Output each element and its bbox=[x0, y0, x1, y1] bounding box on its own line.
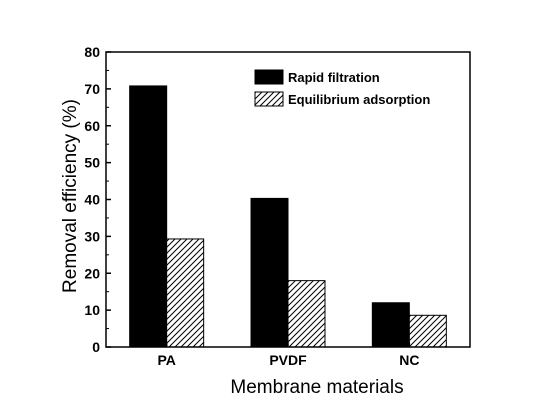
y-tick-label: 60 bbox=[84, 118, 100, 134]
x-tick-label-pvdf: PVDF bbox=[269, 352, 307, 368]
y-tick-label: 0 bbox=[92, 339, 100, 355]
bar-equilibrium-adsorption-nc bbox=[408, 314, 447, 348]
x-axis: PA PVDF NC bbox=[157, 342, 419, 368]
y-tick-label: 40 bbox=[84, 192, 100, 208]
x-tick-label-nc: NC bbox=[399, 352, 419, 368]
y-tick-label: 80 bbox=[84, 44, 100, 60]
legend-swatch-rapid-filtration bbox=[254, 69, 284, 85]
bar-equilibrium-adsorption-pa bbox=[166, 238, 205, 348]
legend-swatch-equilibrium-adsorption bbox=[254, 91, 284, 107]
bar-rapid-filtration-pa bbox=[129, 85, 168, 348]
y-tick-label: 10 bbox=[84, 302, 100, 318]
y-tick-label: 70 bbox=[84, 81, 100, 97]
bar-equilibrium-adsorption-pvdf bbox=[287, 280, 326, 348]
bar-rapid-filtration-nc bbox=[371, 302, 410, 348]
bars-layer bbox=[129, 85, 447, 348]
legend: Rapid filtration Equilibrium adsorption bbox=[254, 69, 430, 107]
y-tick-label: 30 bbox=[84, 228, 100, 244]
x-tick-label-pa: PA bbox=[157, 352, 175, 368]
y-tick-label: 20 bbox=[84, 265, 100, 281]
bar-rapid-filtration-pvdf bbox=[250, 197, 289, 348]
y-axis: 0 10 20 30 40 50 60 70 80 bbox=[84, 44, 111, 355]
y-axis-title: Removal efficiency (%) bbox=[60, 99, 81, 293]
y-tick-label: 50 bbox=[84, 155, 100, 171]
x-axis-title: Membrane materials bbox=[230, 377, 403, 398]
legend-label-rapid-filtration: Rapid filtration bbox=[288, 70, 380, 85]
legend-label-equilibrium-adsorption: Equilibrium adsorption bbox=[288, 92, 430, 107]
